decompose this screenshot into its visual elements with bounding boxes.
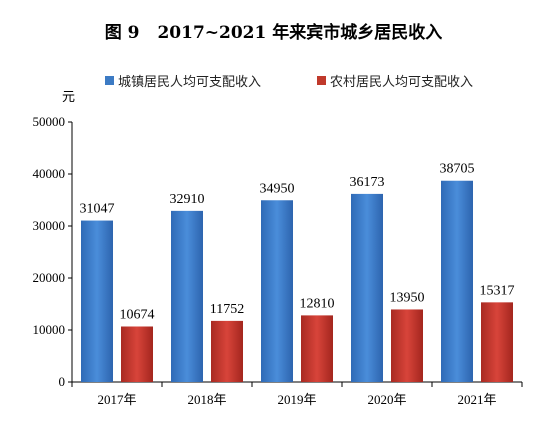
legend: 城镇居民人均可支配收入 农村居民人均可支配收入 <box>105 75 473 90</box>
data-label: 12810 <box>300 296 335 311</box>
data-label: 15317 <box>480 283 515 298</box>
x-tick-label: 2017年 <box>97 392 136 407</box>
bar-urban <box>261 200 293 382</box>
data-label: 31047 <box>80 202 115 217</box>
bar-rural <box>301 315 333 382</box>
y-tick-label: 10000 <box>33 322 66 337</box>
x-tick-label: 2021年 <box>457 392 496 407</box>
legend-swatch <box>317 76 326 85</box>
y-tick-label: 50000 <box>33 114 66 129</box>
data-label: 11752 <box>210 302 244 317</box>
y-tick-label: 40000 <box>33 166 66 181</box>
bar-urban <box>171 210 203 382</box>
y-tick-label: 20000 <box>33 270 66 285</box>
data-label: 32910 <box>170 192 205 207</box>
legend-label: 城镇居民人均可支配收入 <box>118 75 261 90</box>
bar-rural <box>481 302 513 382</box>
y-tick-label: 30000 <box>33 218 66 233</box>
legend-swatch <box>105 76 114 85</box>
chart-title-text: 2017~2021 年来宾市城乡居民收入 <box>157 23 443 43</box>
data-label: 38705 <box>440 162 475 177</box>
bar-rural <box>121 326 153 382</box>
bar-rural <box>211 320 243 382</box>
data-label: 10674 <box>120 307 155 322</box>
x-tick-label: 2018年 <box>187 392 226 407</box>
chart-title: 图 9 2017~2021 年来宾市城乡居民收入 <box>0 18 547 43</box>
bar-urban <box>81 220 113 382</box>
y-axis-unit-label: 元 <box>62 90 75 105</box>
data-label: 34950 <box>260 181 295 196</box>
data-label: 36173 <box>350 175 385 190</box>
bar-rural <box>391 309 423 382</box>
bar-urban <box>351 193 383 382</box>
data-label: 13950 <box>390 290 425 305</box>
chart-title-number: 图 9 <box>104 23 140 43</box>
bar-urban <box>441 180 473 382</box>
data-labels: 31047 10674 32910 11752 34950 12810 36173 13950… <box>80 162 515 323</box>
x-tick-label: 2020年 <box>367 392 406 407</box>
bars <box>81 180 513 382</box>
x-tick-label: 2019年 <box>277 392 316 407</box>
legend-label: 农村居民人均可支配收入 <box>330 75 473 90</box>
y-tick-label: 0 <box>59 374 66 389</box>
